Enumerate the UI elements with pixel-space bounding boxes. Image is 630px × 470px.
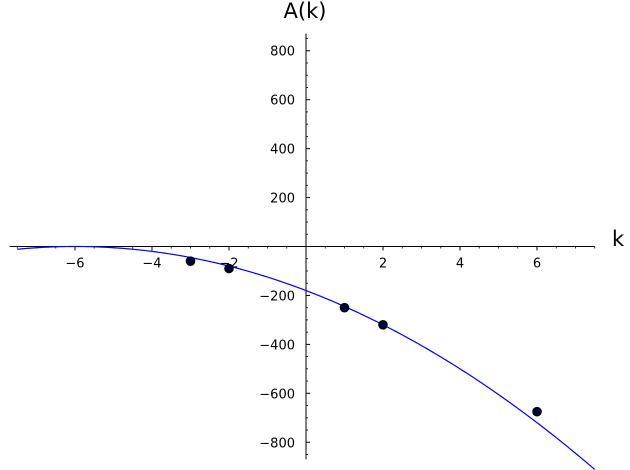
y-tick-label: −200 — [259, 289, 295, 304]
y-tick-label: 400 — [270, 143, 295, 158]
points-layer — [185, 256, 542, 417]
curve-a-of-k — [17, 245, 596, 470]
y-tick-label: −800 — [259, 436, 295, 451]
x-tick-label: −4 — [142, 257, 161, 272]
y-tick-label: −600 — [259, 387, 295, 402]
y-tick-label: 800 — [270, 45, 295, 60]
y-tick-label: 200 — [270, 192, 295, 207]
x-axis-title: k — [612, 227, 625, 251]
y-tick-label: 600 — [270, 94, 295, 109]
x-tick-label: 2 — [379, 257, 387, 272]
y-axis-title: A(k) — [284, 0, 327, 23]
curve-layer — [17, 245, 596, 470]
data-point — [185, 256, 196, 266]
data-point — [224, 263, 234, 274]
data-point — [378, 320, 388, 330]
y-tick-label: −400 — [259, 338, 295, 353]
data-point — [339, 302, 350, 313]
data-point — [532, 406, 542, 417]
x-tick-label: 6 — [533, 257, 541, 272]
x-tick-label: −6 — [65, 257, 84, 272]
x-tick-label: 4 — [456, 257, 464, 272]
